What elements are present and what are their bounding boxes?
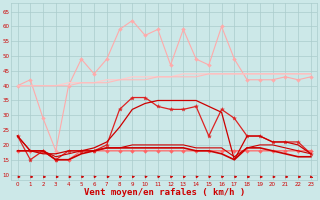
X-axis label: Vent moyen/en rafales ( km/h ): Vent moyen/en rafales ( km/h )	[84, 188, 245, 197]
